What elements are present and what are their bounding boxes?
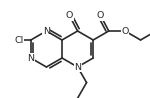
Text: Cl: Cl [15,35,24,44]
Text: O: O [66,11,73,20]
Text: N: N [27,54,34,63]
Text: N: N [43,26,50,35]
Text: N: N [74,63,81,72]
Text: O: O [121,26,129,35]
Text: O: O [97,11,104,20]
